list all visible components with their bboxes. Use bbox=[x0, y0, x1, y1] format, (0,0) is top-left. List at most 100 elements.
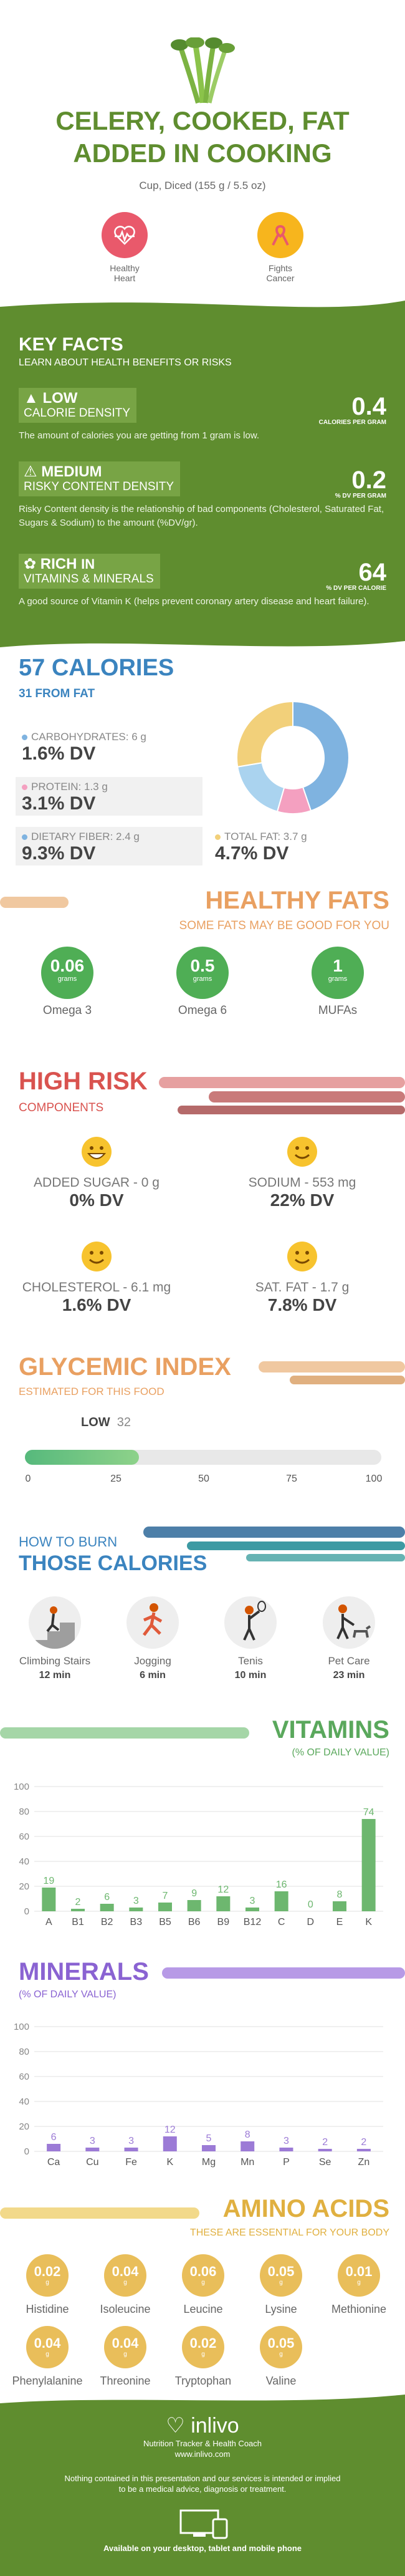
brand-logo: ♡ inlivo bbox=[166, 2414, 239, 2438]
stripe-decoration bbox=[162, 1967, 405, 1979]
healthy-fats-title: HEALTHY FATS bbox=[205, 887, 389, 914]
stripe-decoration bbox=[187, 1541, 405, 1550]
bar bbox=[71, 1909, 85, 1911]
bar bbox=[85, 2148, 100, 2151]
footer-disclaimer-1: Nothing contained in this presentation a… bbox=[64, 2474, 341, 2483]
donut-slice bbox=[292, 700, 350, 812]
x-tick-label: D bbox=[307, 1917, 315, 1927]
key-fact-risky-content: ⚠ MEDIUM RISKY CONTENT DENSITY 0.2 % DV … bbox=[19, 461, 386, 530]
amino-label: Isoleucine bbox=[100, 2303, 151, 2315]
bar bbox=[100, 1904, 114, 1911]
footer-disclaimer-2: to be a medical advice, diagnosis or tre… bbox=[118, 2484, 287, 2494]
stripe-decoration bbox=[178, 1106, 405, 1114]
bar-value-label: 16 bbox=[276, 1879, 287, 1890]
devices-icon bbox=[179, 2509, 228, 2539]
key-fact-calorie-density: ▲ LOW CALORIE DENSITY 0.4 CALORIES PER G… bbox=[19, 388, 386, 443]
wave-divider bbox=[0, 2395, 405, 2403]
bar-value-label: 19 bbox=[43, 1876, 54, 1886]
bar-value-label: 9 bbox=[191, 1888, 197, 1899]
bar-value-label: 12 bbox=[217, 1884, 229, 1895]
key-fact-vitamins-minerals: ✿ RICH IN VITAMINS & MINERALS 64 % DV PE… bbox=[19, 554, 386, 609]
bar-value-label: 3 bbox=[250, 1896, 255, 1906]
bar bbox=[129, 1908, 143, 1911]
y-tick-label: 100 bbox=[14, 2022, 29, 2032]
flame-icon: ▲ bbox=[24, 390, 39, 407]
nutrient-protein: PROTEIN: 1.3 g 3.1% DV bbox=[16, 777, 202, 816]
smile-face-icon bbox=[287, 1137, 317, 1167]
amino-label: Methionine bbox=[331, 2303, 387, 2315]
bar bbox=[356, 2149, 371, 2151]
amino-value: 0.06 bbox=[189, 2264, 217, 2279]
amino-value: 0.02 bbox=[34, 2264, 61, 2279]
amino-value-circle: 0.05 g bbox=[260, 2326, 302, 2368]
bar-value-label: 74 bbox=[363, 1807, 374, 1818]
x-tick-label: B1 bbox=[72, 1917, 84, 1927]
x-tick-label: B3 bbox=[130, 1917, 143, 1927]
amino-value: 0.04 bbox=[34, 2335, 61, 2351]
minerals-bar-chart: 0 20 40 60 80 100 6 Ca 3 Cu 3 Fe 12 K 5 Mg 8 Mn 3 P 2 Se 2 Zn bbox=[14, 2022, 383, 2168]
donut-slice bbox=[236, 700, 293, 768]
x-tick-label: Mn bbox=[241, 2157, 254, 2168]
amino-value-circle: 0.04 g bbox=[104, 2254, 146, 2297]
stripe-decoration bbox=[143, 1527, 405, 1538]
x-tick-label: Zn bbox=[358, 2157, 370, 2168]
amino-item: 0.02 g Tryptophan bbox=[166, 2326, 241, 2388]
bar bbox=[318, 2149, 332, 2151]
amino-label: Leucine bbox=[183, 2303, 223, 2315]
amino-subtitle: THESE ARE ESSENTIAL FOR YOUR BODY bbox=[189, 2227, 389, 2238]
amino-label: Lysine bbox=[265, 2303, 297, 2315]
amino-item: 0.04 g Isoleucine bbox=[88, 2254, 163, 2316]
bar-value-label: 2 bbox=[75, 1897, 81, 1908]
page-title: CELERY, COOKED, FAT ADDED IN COOKING bbox=[55, 106, 350, 168]
stripe-decoration bbox=[0, 2207, 199, 2219]
bar-value-label: 7 bbox=[163, 1891, 168, 1901]
bar bbox=[274, 1891, 288, 1911]
amino-value-circle: 0.06 g bbox=[182, 2254, 224, 2297]
glycemic-title: GLYCEMIC INDEX bbox=[19, 1353, 231, 1381]
heart-monitor-icon bbox=[114, 226, 135, 245]
y-tick-label: 100 bbox=[14, 1782, 29, 1792]
amino-value: 0.01 bbox=[345, 2264, 373, 2279]
amino-value-circle: 0.02 g bbox=[26, 2254, 69, 2297]
y-tick-label: 60 bbox=[19, 1831, 29, 1842]
y-tick-label: 0 bbox=[24, 2146, 29, 2157]
x-tick-label: B5 bbox=[159, 1917, 171, 1927]
hero-header: CELERY, COOKED, FAT ADDED IN COOKING Cup… bbox=[0, 0, 405, 293]
footer-url[interactable]: www.inlivo.com bbox=[174, 2449, 231, 2459]
bar bbox=[47, 2144, 61, 2151]
nutrient-carbohydrates: CARBOHYDRATES: 6 g 1.6% DV bbox=[22, 731, 146, 764]
amino-item: 0.04 g Threonine bbox=[88, 2326, 163, 2388]
glycemic-tick: 0 bbox=[25, 1474, 31, 1484]
x-tick-label: K bbox=[365, 1917, 372, 1927]
x-tick-label: K bbox=[166, 2157, 173, 2168]
bar-value-label: 3 bbox=[128, 2136, 134, 2146]
amino-item: 0.01 g Methionine bbox=[322, 2254, 396, 2316]
x-tick-label: Mg bbox=[202, 2157, 216, 2168]
bar bbox=[124, 2148, 138, 2151]
x-tick-label: B9 bbox=[217, 1917, 230, 1927]
bar bbox=[42, 1888, 56, 1911]
stripe-decoration bbox=[159, 1077, 405, 1088]
serving-size: Cup, Diced (155 g / 5.5 oz) bbox=[139, 180, 266, 191]
fights-cancer-badge: Fights Cancer bbox=[243, 212, 318, 283]
bar-value-label: 3 bbox=[133, 1896, 139, 1906]
glycemic-tick: 75 bbox=[286, 1474, 297, 1484]
x-tick-label: Ca bbox=[47, 2157, 60, 2168]
amino-label: Phenylalanine bbox=[12, 2375, 83, 2387]
amino-unit: g bbox=[45, 2279, 49, 2286]
amino-value-circle: 0.01 g bbox=[338, 2254, 380, 2297]
bar bbox=[163, 2136, 177, 2151]
stripe-decoration bbox=[0, 897, 69, 908]
vitamins-title: VITAMINS bbox=[272, 1716, 389, 1744]
y-tick-label: 0 bbox=[24, 1906, 29, 1917]
bar-value-label: 6 bbox=[104, 1892, 110, 1903]
amino-label: Threonine bbox=[100, 2375, 151, 2387]
calorie-donut-chart bbox=[236, 700, 350, 814]
y-tick-label: 20 bbox=[19, 1881, 29, 1892]
amino-label: Tryptophan bbox=[174, 2375, 232, 2387]
leaf-icon: ✿ bbox=[24, 556, 37, 572]
glycemic-value: LOW 32 bbox=[81, 1416, 131, 1429]
activity-climbing-stairs: Climbing Stairs 12 min bbox=[17, 1596, 92, 1681]
amino-value-circle: 0.05 g bbox=[260, 2254, 302, 2297]
y-tick-label: 80 bbox=[19, 1807, 29, 1817]
